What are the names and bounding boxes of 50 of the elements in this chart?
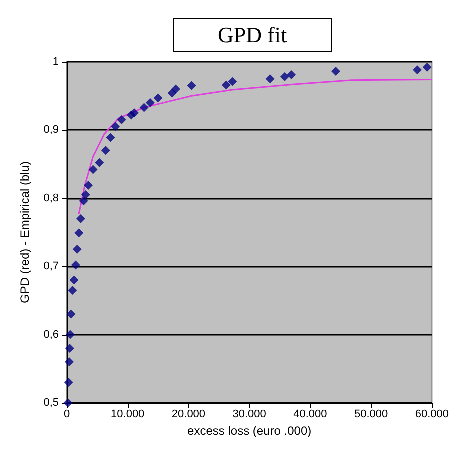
point [66,330,75,340]
point [76,214,86,224]
point [68,286,78,295]
y-tick-label: 1 [52,56,59,68]
point [111,122,120,132]
point [66,310,76,319]
point [130,108,140,118]
x-tick-label: 60.000 [415,408,450,420]
x-tick-label: 20.000 [172,408,206,420]
point [140,103,149,112]
x-tick-label: 30.000 [232,408,266,420]
point [79,196,88,206]
x-tick-label: 10.000 [111,408,145,420]
point [266,74,275,84]
y-tick-label: 0,5 [44,397,59,409]
point [422,62,432,72]
point [65,358,74,367]
x-axis-title: excess loss (euro .000) [188,424,312,438]
point [154,94,163,103]
y-tick-label: 0,7 [44,260,59,273]
point [64,378,74,388]
point [65,344,74,353]
point [71,260,80,270]
point [280,72,290,82]
point [106,133,116,142]
point [88,165,98,174]
x-tick-label: 50.000 [354,408,388,420]
point [222,80,231,90]
point [70,276,79,285]
x-tick-label: 40.000 [294,408,328,420]
point [117,115,126,124]
point [101,146,110,156]
point [81,190,90,200]
y-tick-label: 0,8 [44,192,59,204]
point [287,70,296,80]
point [146,98,155,108]
point [95,158,104,168]
point [74,228,84,238]
chart-title: GPD fit [218,22,288,48]
point [332,67,341,76]
point [413,66,422,75]
y-tick-label: 0,6 [44,328,59,341]
y-axis-title: GPD (red) - Empirical (blu) [18,161,32,304]
point [171,84,180,94]
point [84,180,94,190]
point [228,77,238,86]
y-tick-label: 0,9 [44,124,59,136]
point [72,245,82,254]
point [187,81,196,90]
x-tick-label: 0 [64,408,70,420]
